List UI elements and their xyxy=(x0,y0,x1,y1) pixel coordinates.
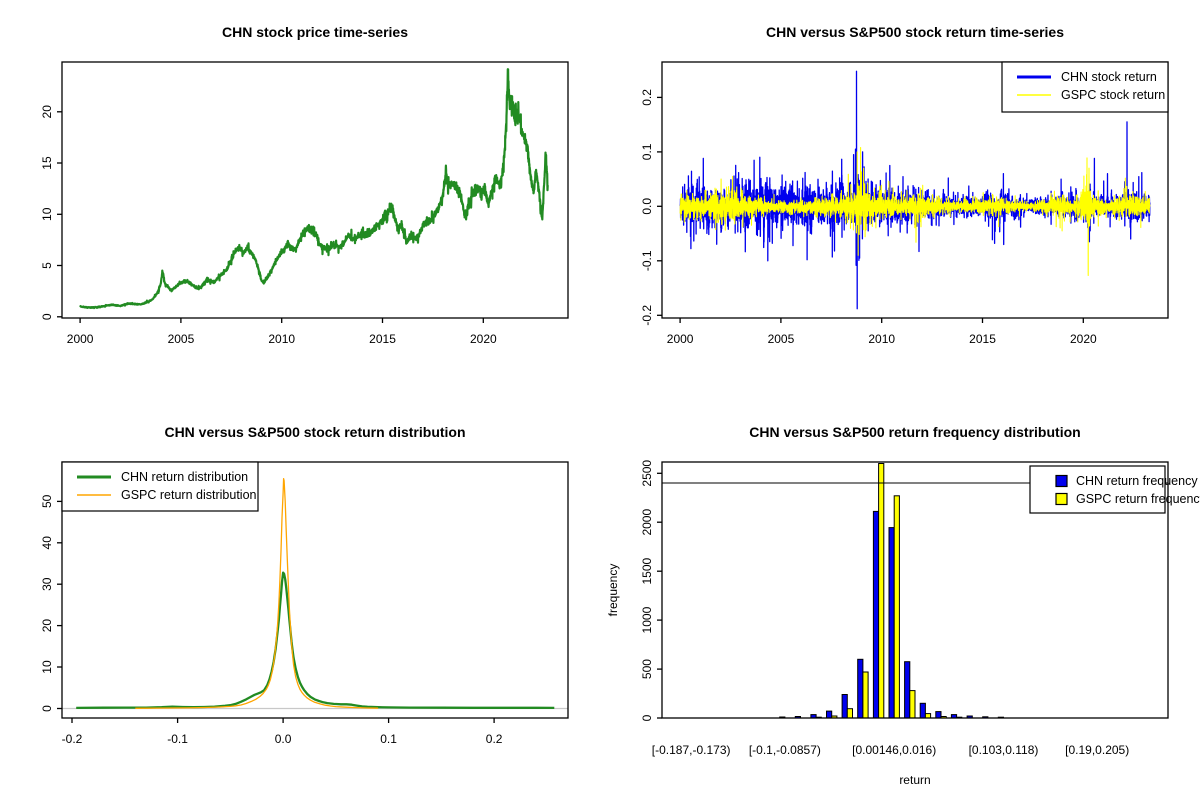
x-tick-label: 2020 xyxy=(470,332,497,346)
legend-label: CHN return distribution xyxy=(121,470,248,484)
x-tick-label: 2020 xyxy=(1070,332,1097,346)
y-tick-label: -0.1 xyxy=(640,250,654,271)
x-bin-label: [0.00146,0.016) xyxy=(852,743,936,757)
y-tick-label: 1000 xyxy=(640,606,654,633)
bar-chn-return-frequency xyxy=(919,702,926,719)
y-tick-label: 1500 xyxy=(640,557,654,584)
legend-square-swatch xyxy=(1055,492,1068,506)
series-layer xyxy=(79,68,549,310)
y-tick-label: 50 xyxy=(40,494,54,508)
series-gspc-return-distribution xyxy=(135,477,379,709)
y-tick-label: 0 xyxy=(40,313,54,320)
x-tick-label: 2000 xyxy=(667,332,694,346)
x-tick-label: -0.1 xyxy=(167,732,188,746)
legend: CHN return distribution GSPC return distr… xyxy=(61,461,259,512)
chart-chn-vs-sp500-return-frequency: CHN versus S&P500 return frequency distr… xyxy=(600,400,1200,800)
y-tick-label: 15 xyxy=(40,156,54,170)
x-tick-label: 2015 xyxy=(969,332,996,346)
x-bin-label: [0.103,0.118) xyxy=(969,743,1039,757)
bar-gspc-return-frequency xyxy=(909,690,916,719)
plot-box xyxy=(61,461,569,719)
legend-label: GSPC return frequency xyxy=(1076,492,1200,506)
chart-title: CHN versus S&P500 stock return time-seri… xyxy=(766,24,1064,40)
axes-layer: 2000 2005 2010 2015 2020 -0.2 -0.1 0.0 0.1 0.2 xyxy=(640,89,1097,346)
x-tick-label: 2005 xyxy=(768,332,795,346)
plot-box xyxy=(661,461,1169,719)
y-tick-label: 500 xyxy=(640,659,654,679)
y-tick-label: 40 xyxy=(40,536,54,550)
y-tick-label: 0.1 xyxy=(640,143,654,160)
y-tick-label: 0.0 xyxy=(640,198,654,215)
legend-box xyxy=(61,461,259,512)
legend-label: GSPC stock return xyxy=(1061,88,1165,102)
y-tick-label: 0 xyxy=(640,714,654,721)
bars-layer xyxy=(685,463,1150,719)
bar-gspc-return-frequency xyxy=(893,495,900,719)
x-tick-label: 0.2 xyxy=(486,732,503,746)
y-axis-title: frequency xyxy=(606,564,620,617)
plot-box xyxy=(661,61,1169,319)
legend-box xyxy=(1029,465,1166,514)
legend-label: GSPC return distribution xyxy=(121,488,257,502)
x-tick-label: 2005 xyxy=(168,332,195,346)
chart-title: CHN versus S&P500 stock return distribut… xyxy=(164,424,465,440)
bar-gspc-return-frequency xyxy=(878,463,885,719)
bar-chn-return-frequency xyxy=(872,510,880,719)
x-bin-label: [-0.187,-0.173) xyxy=(652,743,731,757)
bar-gspc-return-frequency xyxy=(862,671,869,719)
x-tick-label: 0.1 xyxy=(380,732,397,746)
y-tick-label: 20 xyxy=(40,619,54,633)
y-tick-label: -0.2 xyxy=(640,305,654,326)
chart-chn-vs-sp500-return-distribution: CHN versus S&P500 stock return distribut… xyxy=(0,400,600,800)
legend: CHN return frequency GSPC return frequenc… xyxy=(1029,465,1200,514)
legend: CHN stock return GSPC stock return xyxy=(1001,61,1169,113)
legend-square-swatch xyxy=(1055,474,1068,488)
y-tick-label: 2000 xyxy=(640,509,654,536)
axes-layer: -0.2 -0.1 0.0 0.1 0.2 0 10 20 30 40 50 xyxy=(40,494,503,746)
x-axis-title: return xyxy=(899,773,930,787)
x-tick-label: 2000 xyxy=(67,332,94,346)
y-tick-label: 5 xyxy=(40,262,54,269)
series-layer xyxy=(679,70,1151,310)
y-tick-label: 30 xyxy=(40,577,54,591)
bar-chn-return-frequency xyxy=(935,711,942,719)
x-tick-label: 0.0 xyxy=(275,732,292,746)
chart-chn-vs-sp500-return-time-series: CHN versus S&P500 stock return time-seri… xyxy=(600,0,1200,400)
legend-box xyxy=(1001,61,1169,113)
bar-gspc-return-frequency xyxy=(846,708,854,719)
y-tick-label: 0.2 xyxy=(640,89,654,106)
y-tick-label: 10 xyxy=(40,660,54,674)
x-bin-label: [0.19,0.205) xyxy=(1065,743,1129,757)
legend-label: CHN return frequency xyxy=(1076,474,1198,488)
y-tick-label: 0 xyxy=(40,705,54,712)
bar-chn-return-frequency xyxy=(888,527,895,719)
bar-chn-return-frequency xyxy=(841,694,848,719)
series-layer xyxy=(76,477,555,710)
x-tick-label: -0.2 xyxy=(62,732,83,746)
legend-label: CHN stock return xyxy=(1061,70,1157,84)
y-tick-label: 10 xyxy=(40,207,54,221)
series-chn-return-distribution xyxy=(76,571,555,710)
chart-title: CHN versus S&P500 return frequency distr… xyxy=(749,424,1080,440)
plot-box xyxy=(61,61,569,319)
bar-gspc-return-frequency xyxy=(924,713,932,719)
y-tick-label: 2500 xyxy=(640,460,654,487)
x-tick-label: 2015 xyxy=(369,332,396,346)
series-chn-stock-price xyxy=(79,68,549,310)
bar-chn-return-frequency xyxy=(826,710,833,719)
axes-layer: 2000 2005 2010 2015 2020 0 5 10 15 20 xyxy=(40,105,497,346)
series-gspc-stock-return xyxy=(679,146,1151,277)
y-tick-label: 20 xyxy=(40,105,54,119)
bar-chn-return-frequency xyxy=(857,658,864,719)
x-tick-label: 2010 xyxy=(868,332,895,346)
axes-layer: 0 500 1000 1500 2000 2500 xyxy=(640,460,662,721)
chart-title: CHN stock price time-series xyxy=(222,24,408,40)
x-tick-label: 2010 xyxy=(268,332,295,346)
bar-chn-return-frequency xyxy=(904,661,911,719)
x-bin-label: [-0.1,-0.0857) xyxy=(749,743,821,757)
